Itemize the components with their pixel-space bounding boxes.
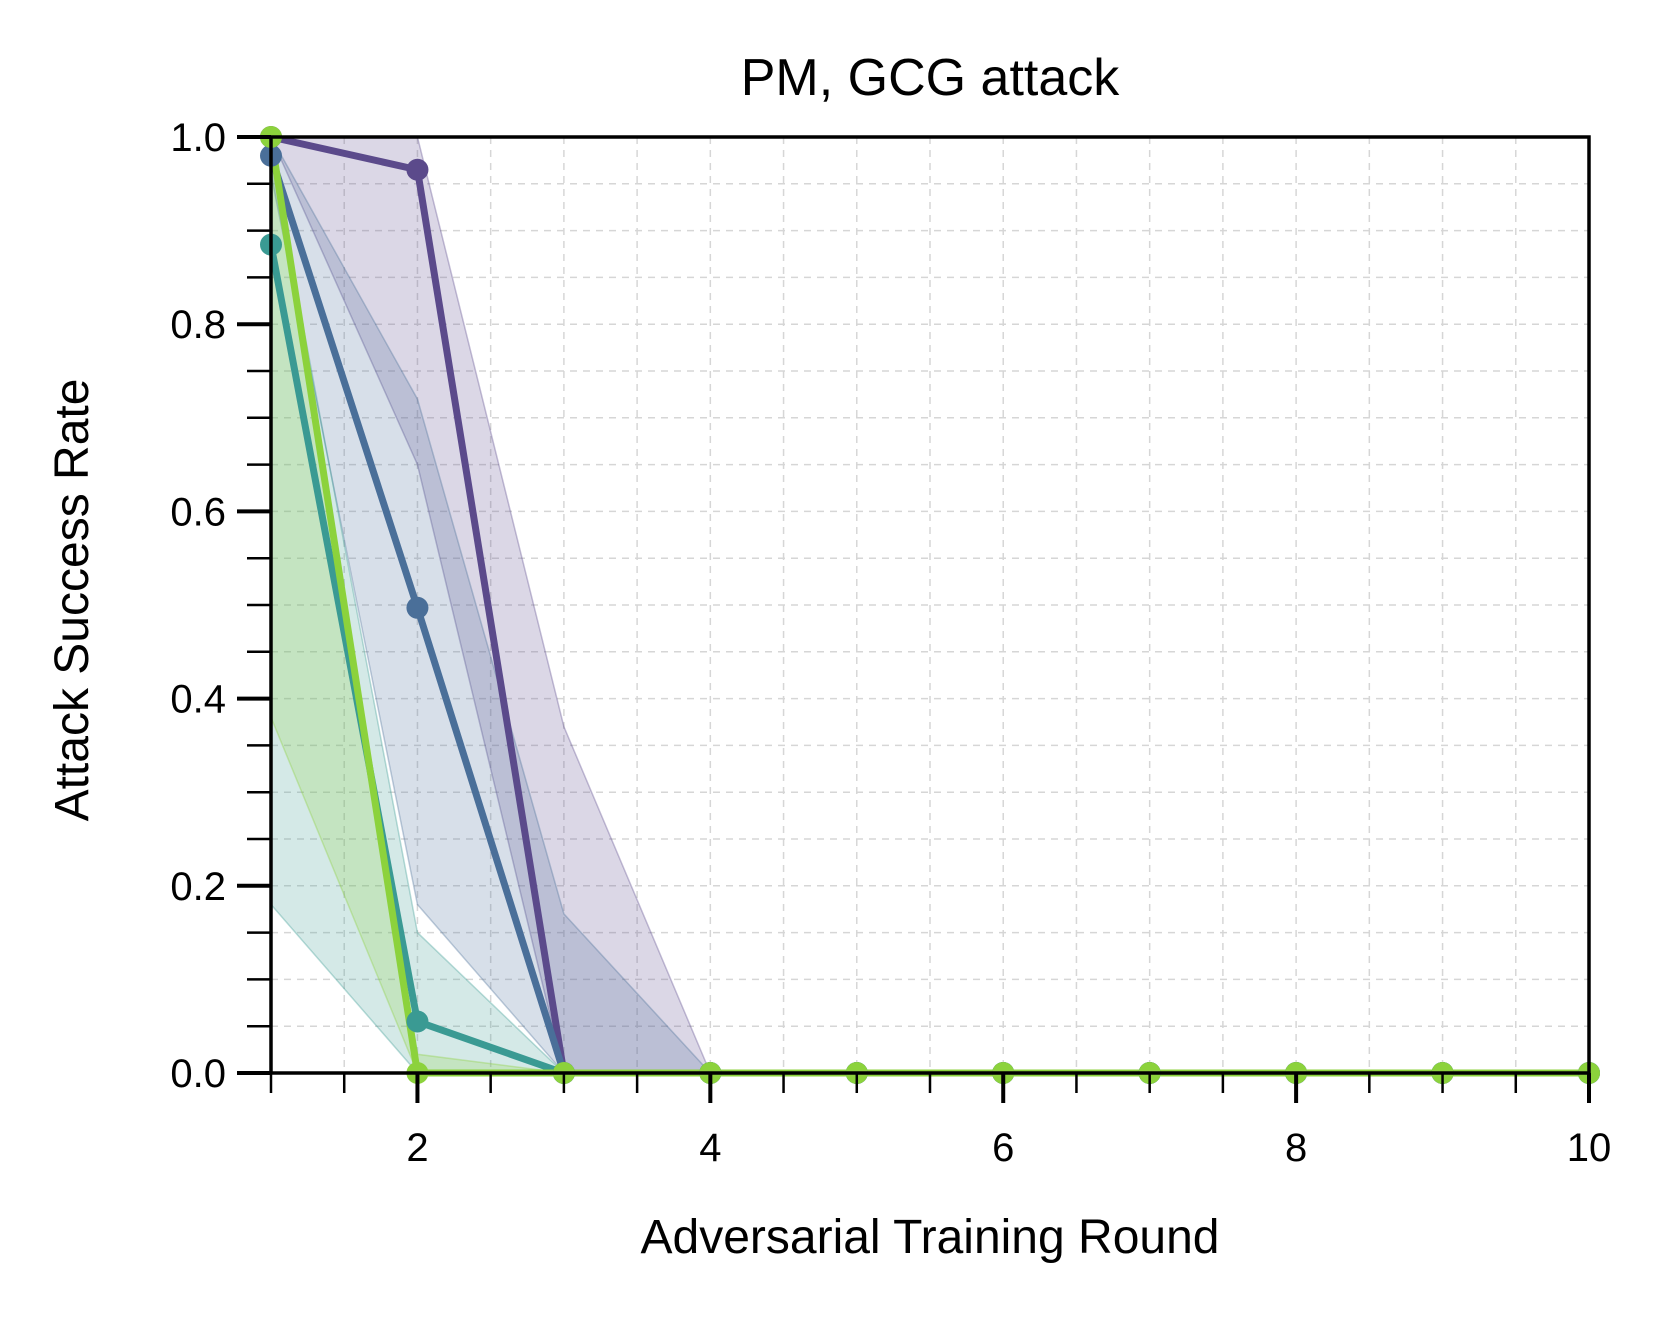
data-point-series-1	[406, 158, 429, 181]
axis-ticks: 0.0 0.2 0.4 0.6 0.8 1.0 2 4 6 8 10	[170, 116, 1611, 1170]
data-point-series-3	[406, 1010, 429, 1033]
x-tick-label: 6	[992, 1126, 1014, 1170]
chart-title: PM, GCG attack	[741, 49, 1121, 107]
y-tick-label: 0.8	[170, 303, 226, 347]
x-tick-label: 10	[1567, 1126, 1612, 1170]
x-axis-label: Adversarial Training Round	[641, 1211, 1220, 1264]
y-tick-label: 0.4	[170, 678, 226, 722]
y-axis-label: Attack Success Rate	[46, 379, 99, 822]
y-tick-label: 0.2	[170, 865, 226, 909]
x-tick-label: 8	[1285, 1126, 1307, 1170]
data-point-series-2	[406, 596, 429, 619]
grid	[270, 136, 1590, 1074]
x-tick-label: 4	[699, 1126, 721, 1170]
y-tick-label: 1.0	[170, 116, 226, 160]
y-tick-label: 0.6	[170, 490, 226, 534]
y-tick-label: 0.0	[170, 1052, 226, 1096]
x-tick-label: 2	[406, 1126, 428, 1170]
